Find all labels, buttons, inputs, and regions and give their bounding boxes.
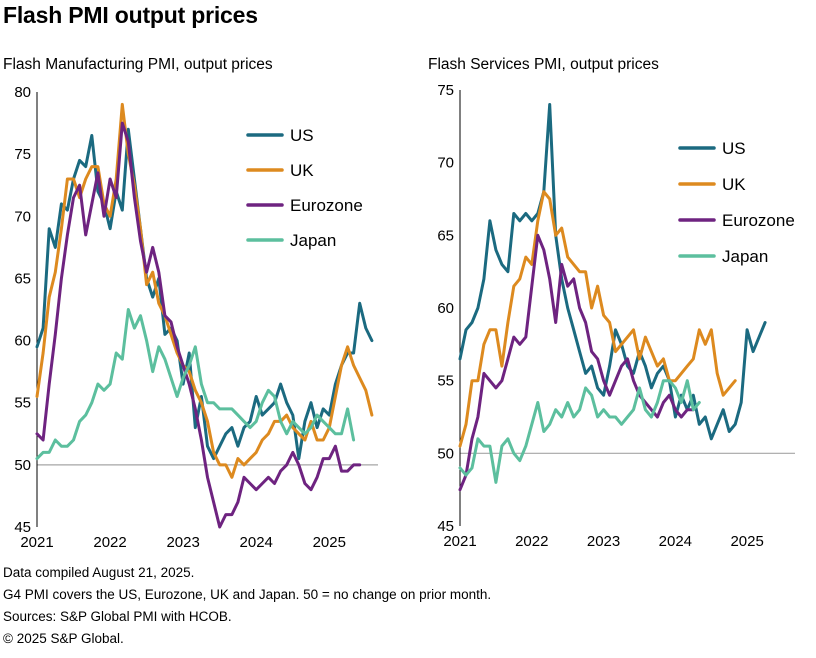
mfg-x-tick-2024: 2024 (240, 534, 273, 551)
mfg-series-us-line (35, 127, 374, 461)
mfg-legend-label-uk: UK (290, 161, 314, 180)
page-title: Flash PMI output prices (3, 2, 258, 28)
mfg-y-tick-75: 75 (14, 146, 31, 163)
footnote-coverage: G4 PMI covers the US, Eurozone, UK and J… (3, 587, 492, 602)
mfg-x-tick-2023: 2023 (166, 534, 199, 551)
right-chart-title: Flash Services PMI, output prices (428, 56, 659, 73)
svc-legend-label-uk: UK (722, 175, 746, 194)
mfg-y-tick-55: 55 (14, 395, 31, 412)
svc-x-tick-2023: 2023 (587, 533, 620, 550)
svc-x-tick-2021: 2021 (443, 533, 476, 550)
footnote-date: Data compiled August 21, 2025. (3, 565, 195, 580)
mfg-x-tick-2025: 2025 (313, 534, 346, 551)
mfg-y-tick-50: 50 (14, 457, 31, 474)
svc-x-tick-2025: 2025 (730, 533, 763, 550)
mfg-series-japan-line (35, 308, 356, 461)
svc-series-us-line (458, 103, 767, 441)
mfg-x-tick-2022: 2022 (93, 534, 126, 551)
mfg-series-uk-line (35, 102, 374, 479)
svc-y-tick-60: 60 (437, 300, 454, 317)
mfg-y-tick-70: 70 (14, 208, 31, 225)
mfg-legend-label-japan: Japan (290, 231, 336, 250)
svc-legend-label-japan: Japan (722, 247, 768, 266)
svc-y-tick-45: 45 (437, 518, 454, 535)
svc-x-tick-2024: 2024 (659, 533, 692, 550)
mfg-y-tick-60: 60 (14, 333, 31, 350)
mfg-y-tick-65: 65 (14, 270, 31, 287)
svc-y-tick-50: 50 (437, 445, 454, 462)
footnote-copyright: © 2025 S&P Global. (3, 631, 124, 646)
svc-series-uk-line (458, 190, 737, 448)
svc-y-tick-65: 65 (437, 227, 454, 244)
svc-y-tick-55: 55 (437, 373, 454, 390)
svc-legend-label-us: US (722, 139, 746, 158)
mfg-y-tick-45: 45 (14, 519, 31, 536)
mfg-x-tick-2021: 2021 (20, 534, 53, 551)
svc-y-tick-70: 70 (437, 155, 454, 172)
mfg-legend-label-eurozone: Eurozone (290, 196, 363, 215)
svc-x-tick-2022: 2022 (515, 533, 548, 550)
left-chart-title: Flash Manufacturing PMI, output prices (3, 56, 273, 73)
svc-legend-label-eurozone: Eurozone (722, 211, 795, 230)
svc-series-japan-line (458, 379, 701, 484)
footnote-sources: Sources: S&P Global PMI with HCOB. (3, 609, 232, 624)
mfg-legend-label-us: US (290, 126, 314, 145)
svc-series-eurozone-line (458, 233, 695, 492)
svc-y-tick-75: 75 (437, 82, 454, 99)
mfg-series-eurozone-line (35, 121, 362, 529)
mfg-y-tick-80: 80 (14, 84, 31, 101)
